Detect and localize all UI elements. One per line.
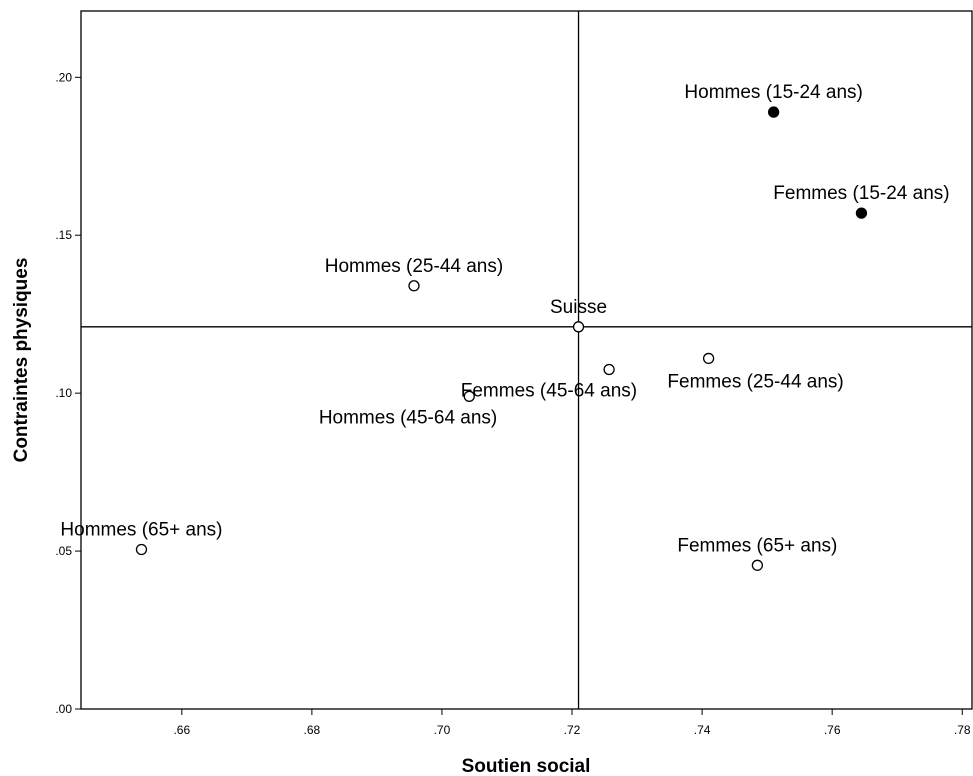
data-point bbox=[408, 280, 420, 292]
x-tick-label: .66 bbox=[173, 723, 190, 737]
data-point bbox=[702, 352, 715, 365]
data-point bbox=[135, 543, 148, 556]
plot-frame bbox=[80, 10, 973, 710]
data-point bbox=[603, 363, 615, 376]
y-tick-label: .10 bbox=[55, 386, 72, 400]
x-tick-label: .76 bbox=[824, 723, 841, 737]
point-label: Femmes (25-44 ans) bbox=[667, 371, 843, 392]
y-tick-label: .00 bbox=[55, 702, 72, 716]
x-tick-label: .72 bbox=[564, 723, 581, 737]
point-label: Hommes (15-24 ans) bbox=[684, 82, 862, 103]
x-tick-label: .74 bbox=[694, 723, 711, 737]
data-points: Hommes (15-24 ans) Femmes (15-24 ans) Homm… bbox=[60, 82, 950, 571]
data-point bbox=[751, 559, 764, 571]
y-axis-title: Contraintes physiques bbox=[11, 258, 32, 463]
y-tick-label: .05 bbox=[55, 544, 72, 558]
y-tick-label: .15 bbox=[55, 228, 72, 242]
point-label: Femmes (45-64 ans) bbox=[461, 380, 637, 401]
data-point bbox=[463, 390, 475, 402]
point-label: Hommes (45-64 ans) bbox=[319, 407, 497, 428]
y-tick-label: .20 bbox=[55, 70, 72, 84]
point-label: Femmes (15-24 ans) bbox=[773, 183, 949, 204]
reference-lines bbox=[81, 11, 972, 709]
point-label: Femmes (65+ ans) bbox=[677, 535, 837, 556]
x-tick-label: .68 bbox=[304, 723, 321, 737]
data-point bbox=[855, 207, 868, 219]
x-tick-label: .70 bbox=[434, 723, 451, 737]
point-label: Hommes (65+ ans) bbox=[60, 520, 222, 541]
point-label: Suisse bbox=[550, 297, 607, 318]
x-tick-label: .78 bbox=[954, 723, 971, 737]
data-point bbox=[572, 321, 585, 333]
data-point bbox=[767, 106, 780, 118]
x-axis: .66 .68 .70 .72 .74 .76 .78 bbox=[173, 709, 971, 737]
x-axis-title: Soutien social bbox=[462, 756, 591, 776]
point-label: Hommes (25-44 ans) bbox=[325, 256, 503, 277]
y-axis: .00 .05 .10 .15 .20 bbox=[55, 70, 81, 716]
